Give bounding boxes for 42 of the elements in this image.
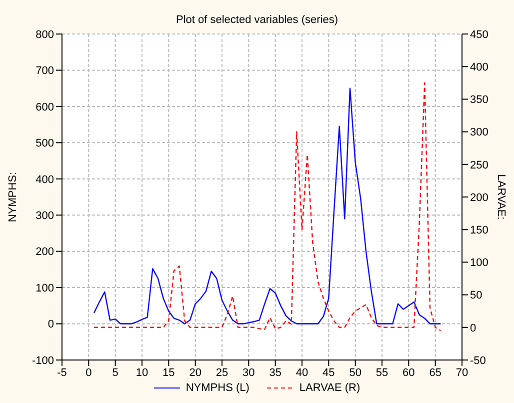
y-tick-label: 300 bbox=[36, 210, 54, 222]
y-tick-label: 400 bbox=[36, 174, 54, 186]
y2-tick-label: 250 bbox=[470, 159, 488, 172]
x-tick-label: 55 bbox=[376, 366, 388, 379]
x-tick-label: 20 bbox=[189, 366, 202, 379]
x-tick-label: 50 bbox=[349, 366, 362, 379]
x-tick-label: 15 bbox=[162, 366, 175, 379]
y-axis-title: NYMPHS: bbox=[6, 172, 19, 222]
y2-tick-label: 150 bbox=[470, 224, 488, 237]
x-tick-label: 70 bbox=[456, 366, 468, 379]
y2-tick-label: -50 bbox=[470, 354, 486, 367]
x-tick-label: 45 bbox=[322, 366, 335, 379]
x-tick-label: 25 bbox=[216, 366, 228, 379]
legend-label: LARVAE (R) bbox=[298, 382, 360, 394]
y-tick-label: 600 bbox=[36, 101, 54, 114]
x-tick-label: 40 bbox=[296, 366, 308, 379]
y2-axis-title: LARVAE: bbox=[495, 174, 508, 220]
y2-tick-label: 450 bbox=[470, 28, 488, 41]
x-tick-label: 5 bbox=[112, 366, 118, 379]
x-tick-label: -5 bbox=[57, 366, 67, 379]
y2-tick-label: 400 bbox=[470, 62, 488, 74]
y2-tick-label: 300 bbox=[470, 126, 488, 139]
y-tick-label: 500 bbox=[36, 138, 54, 150]
x-tick-label: 10 bbox=[136, 366, 148, 379]
y2-tick-label: 50 bbox=[470, 290, 482, 302]
x-tick-label: 0 bbox=[86, 366, 92, 379]
y-tick-label: 200 bbox=[36, 246, 54, 258]
y-tick-label: 100 bbox=[36, 282, 54, 294]
legend-label: NYMPHS (L) bbox=[184, 382, 250, 394]
x-tick-label: 60 bbox=[402, 366, 415, 379]
y2-tick-label: 0 bbox=[470, 322, 476, 334]
chart-title: Plot of selected variables (series) bbox=[174, 14, 339, 26]
y2-tick-label: 200 bbox=[470, 192, 488, 204]
y-tick-label: 0 bbox=[48, 318, 54, 331]
y2-tick-label: 100 bbox=[470, 257, 488, 270]
x-tick-label: 35 bbox=[269, 366, 282, 379]
y-tick-label: -100 bbox=[32, 354, 54, 367]
y-tick-label: 800 bbox=[36, 28, 54, 41]
x-tick-label: 30 bbox=[242, 366, 255, 379]
y2-tick-label: 350 bbox=[470, 94, 488, 106]
x-tick-label: 65 bbox=[429, 366, 442, 379]
y-tick-label: 700 bbox=[36, 65, 54, 78]
